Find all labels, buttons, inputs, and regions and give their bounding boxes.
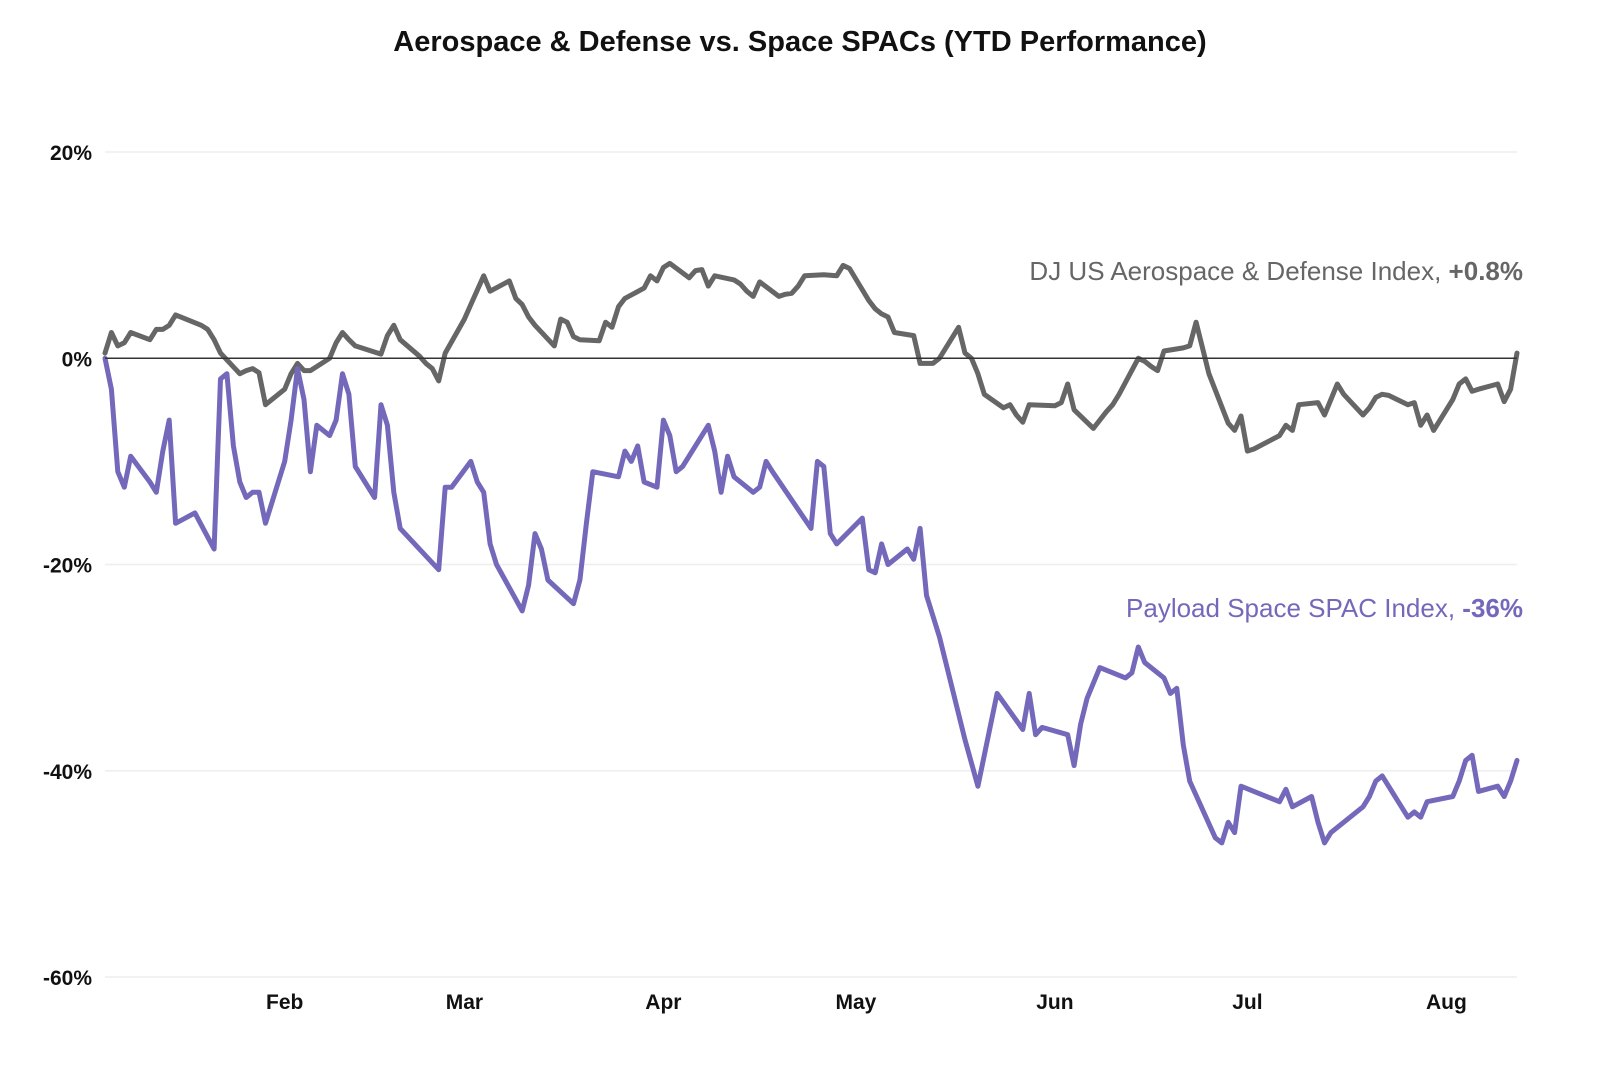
y-axis-ticks: 20% 0% -20% -40% -60% (43, 142, 92, 990)
x-tick-label: Jun (1036, 991, 1073, 1014)
series-lines (102, 260, 1520, 846)
y-tick-label: -40% (43, 761, 92, 784)
y-tick-label: 0% (62, 348, 93, 371)
x-tick-label: Feb (266, 991, 303, 1014)
chart-title: Aerospace & Defense vs. Space SPACs (YTD… (393, 26, 1207, 58)
series-label-name: DJ US Aerospace & Defense Index, (1029, 256, 1448, 286)
x-tick-label: May (835, 991, 876, 1014)
grid-lines (105, 151, 1517, 978)
y-tick-label: -60% (43, 967, 92, 990)
payload-spac-label: Payload Space SPAC Index, -36% (1126, 593, 1523, 623)
x-axis-ticks: Feb Mar Apr May Jun Jul Aug (266, 991, 1467, 1014)
aerospace-defense-label: DJ US Aerospace & Defense Index, +0.8% (1029, 256, 1523, 286)
aerospace-defense-line (102, 260, 1520, 454)
x-tick-label: Mar (446, 991, 483, 1014)
y-tick-label: -20% (43, 555, 92, 578)
x-tick-label: Apr (645, 991, 681, 1014)
series-labels: DJ US Aerospace & Defense Index, +0.8% Pa… (1029, 256, 1523, 623)
x-tick-label: Aug (1426, 991, 1467, 1014)
series-label-value: +0.8% (1449, 256, 1523, 286)
x-tick-label: Jul (1232, 991, 1262, 1014)
y-tick-label: 20% (50, 142, 92, 165)
payload-spac-line (102, 355, 1520, 846)
series-label-value: -36% (1462, 593, 1523, 623)
series-label-name: Payload Space SPAC Index, (1126, 593, 1462, 623)
